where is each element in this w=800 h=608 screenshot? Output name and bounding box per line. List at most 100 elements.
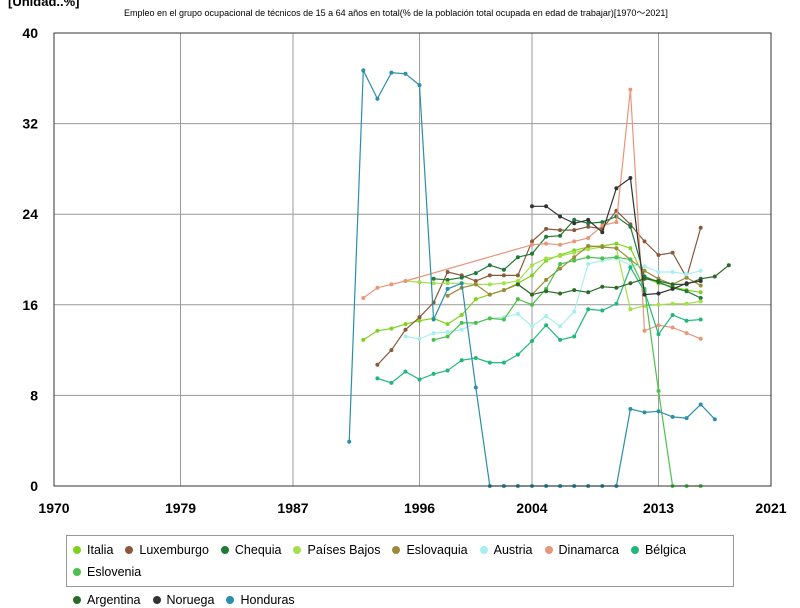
data-point [586, 262, 591, 266]
data-point [445, 322, 450, 327]
data-point [459, 275, 464, 280]
data-point [544, 314, 549, 319]
data-point [586, 247, 591, 252]
data-point [515, 352, 520, 357]
data-point [515, 273, 520, 278]
legend-label: Chequia [234, 543, 282, 557]
legend-item: Eslovenia [73, 564, 141, 580]
data-point [501, 360, 506, 365]
data-point [417, 280, 422, 285]
data-point [530, 292, 534, 297]
data-point [417, 315, 422, 320]
data-point [417, 318, 422, 323]
data-point [600, 230, 605, 235]
data-point [530, 263, 534, 268]
data-point [656, 388, 661, 393]
data-point [698, 402, 703, 407]
data-point [445, 281, 450, 286]
data-point [586, 221, 591, 226]
legend-item: Honduras [226, 592, 295, 608]
data-point [670, 286, 675, 291]
data-point [431, 337, 436, 342]
legend-item: Noruega [152, 592, 214, 608]
data-point [389, 70, 394, 75]
data-point [656, 253, 661, 257]
data-point [614, 255, 619, 260]
data-point [501, 281, 506, 286]
series-dinamarca [361, 87, 703, 341]
data-point [544, 323, 549, 328]
data-point [572, 250, 577, 255]
data-point [473, 282, 478, 287]
data-point [403, 71, 408, 76]
data-point [403, 334, 408, 339]
data-point [600, 220, 605, 225]
data-point [544, 226, 549, 231]
x-tick-label: 1979 [165, 500, 196, 516]
data-point [698, 336, 703, 341]
data-point [459, 358, 464, 363]
data-point [347, 439, 352, 444]
data-point [698, 279, 703, 283]
legend-label: Italia [87, 543, 114, 557]
data-point [684, 416, 689, 421]
legend-item: Italia [73, 542, 113, 558]
data-point [628, 87, 633, 92]
data-point [670, 270, 675, 274]
data-point [487, 263, 492, 268]
series-eslovenia [431, 255, 703, 488]
x-tick-label: 2004 [516, 500, 547, 516]
legend-label: Austria [493, 543, 533, 557]
data-point [417, 83, 422, 88]
data-point [572, 288, 577, 293]
legend-label: Bélgica [644, 543, 686, 557]
series-line [433, 215, 701, 299]
data-point [403, 327, 408, 332]
data-point [515, 311, 520, 316]
data-point [670, 250, 675, 255]
data-point [600, 256, 605, 261]
chart-title: Empleo en el grupo ocupacional de técnic… [124, 8, 668, 18]
plot-frame [53, 32, 772, 487]
data-point [487, 292, 492, 297]
data-point [530, 242, 534, 247]
data-point [501, 288, 506, 293]
data-point [586, 236, 591, 240]
data-point [431, 331, 436, 336]
legend-label: Eslovenia [87, 565, 142, 579]
y-tick-label: 24 [22, 206, 38, 222]
data-point [614, 220, 619, 225]
data-point [642, 239, 647, 244]
data-point [544, 234, 549, 239]
legend-item: Chequia [220, 542, 282, 558]
x-tick-label: 1970 [38, 500, 69, 516]
data-point [614, 246, 619, 251]
data-point [670, 282, 675, 287]
data-point [558, 242, 563, 247]
data-point [459, 327, 464, 332]
data-point [501, 273, 506, 278]
series-noruega [530, 176, 703, 297]
data-point [628, 257, 633, 262]
tick-labels: 0 8 16 24 32 40 1970 1979 1987 1996 2004 2013 2021 [22, 25, 786, 516]
data-point [558, 266, 563, 271]
data-point [375, 328, 380, 333]
data-point [558, 262, 563, 266]
data-point [586, 290, 591, 295]
legend-item: Dinamarca [544, 542, 619, 558]
data-point [431, 276, 436, 281]
data-point [572, 228, 577, 233]
legend-swatch [73, 596, 81, 604]
legend-swatch [152, 596, 161, 604]
data-point [698, 296, 703, 300]
data-point [670, 325, 675, 330]
legend-item: Luxemburgo [125, 542, 209, 558]
data-point [656, 409, 661, 414]
data-point [684, 272, 689, 277]
data-point [530, 339, 534, 343]
legend-label: Honduras [240, 593, 295, 607]
y-tick-label: 0 [30, 478, 38, 494]
data-point [600, 223, 605, 228]
data-point [530, 251, 534, 256]
data-point [530, 324, 534, 329]
